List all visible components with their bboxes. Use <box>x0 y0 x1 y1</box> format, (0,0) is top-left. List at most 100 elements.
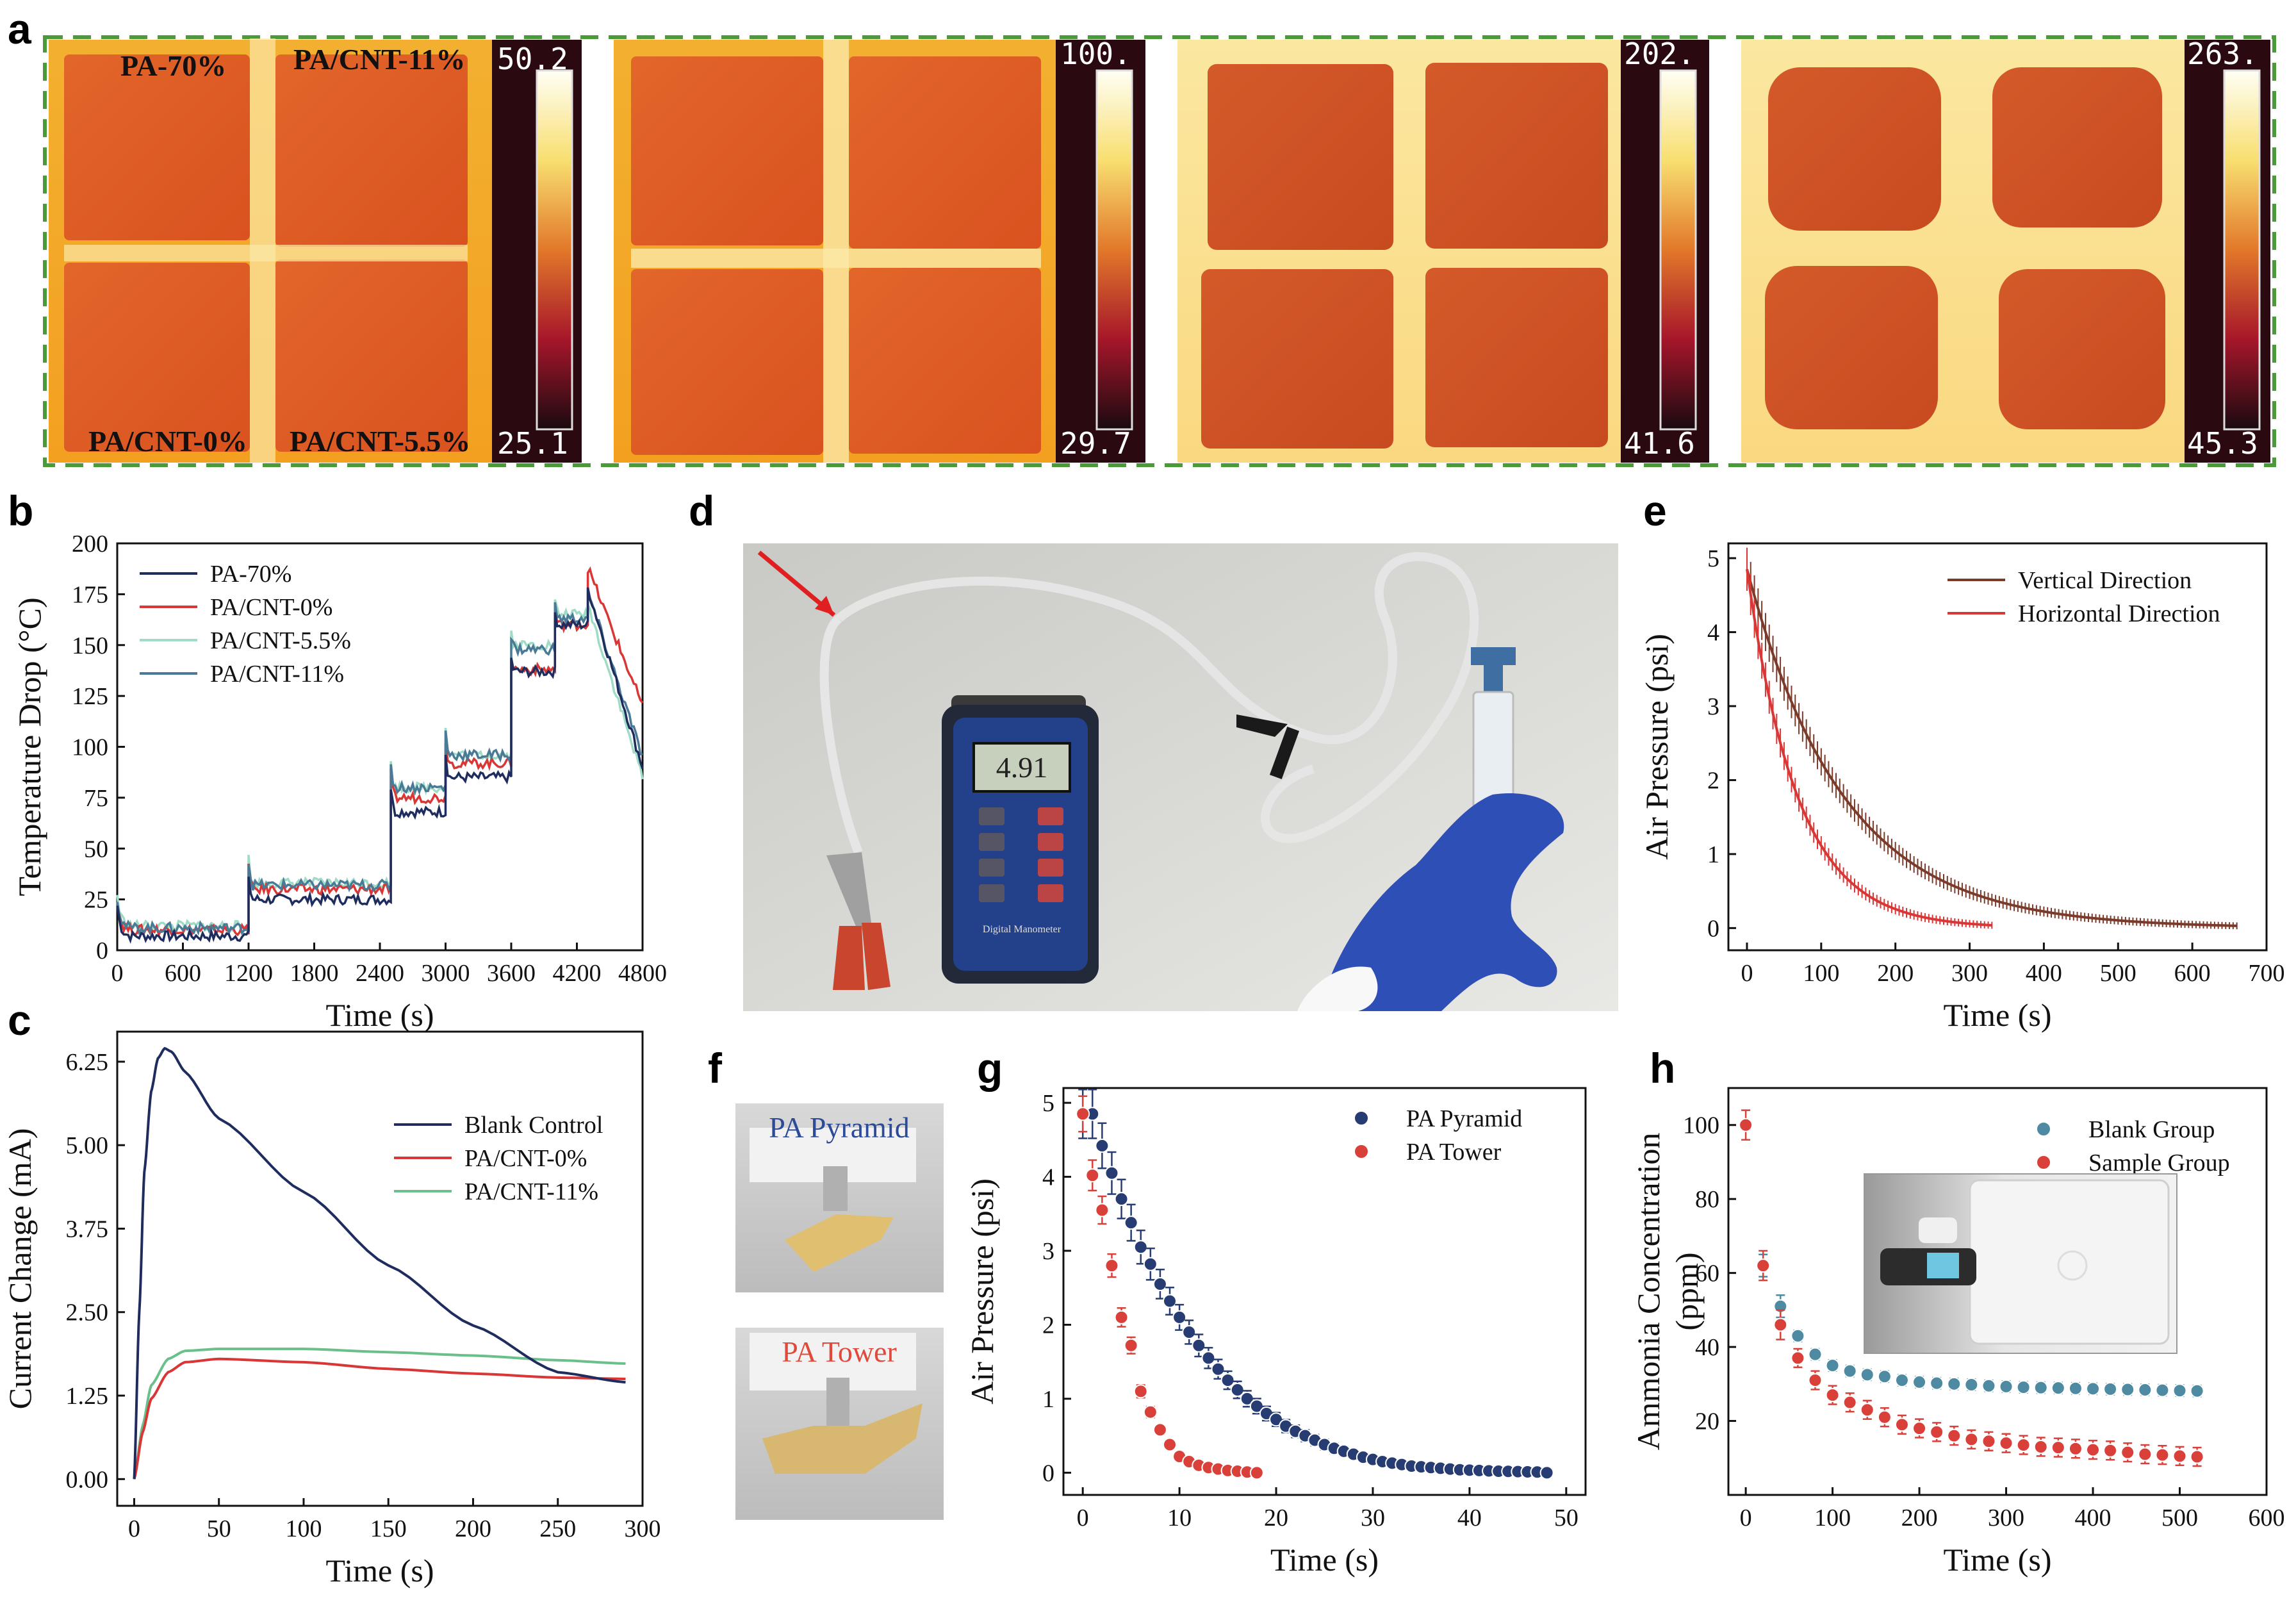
x-tick-label: 200 <box>1877 960 1914 987</box>
y-tick-label: 0 <box>1042 1460 1054 1487</box>
series-line <box>1746 568 2237 927</box>
legend-label: PA Tower <box>1406 1139 1502 1166</box>
data-point <box>2068 1441 2083 1456</box>
y-tick-label: 100 <box>1683 1112 1719 1139</box>
sample-square <box>1201 269 1393 449</box>
chart-ammonia-concentration: 0 100 200 300 400 500 600 20 40 60 80 100 Time (s) Am… <box>1630 1087 2285 1578</box>
colorbar-max: 263. <box>2187 37 2258 71</box>
sample-square <box>1992 67 2162 227</box>
x-tick-label: 2400 <box>356 960 404 987</box>
data-point <box>1947 1376 1962 1391</box>
y-tick-label: 2 <box>1707 767 1719 794</box>
label-pa-pyramid: PA Pyramid <box>769 1111 909 1144</box>
y-axis-label: Air Pressure (psi) <box>964 1178 1000 1405</box>
x-tick-label: 150 <box>370 1515 407 1542</box>
y-tick-label: 1 <box>1042 1386 1054 1413</box>
data-point <box>1133 1384 1148 1399</box>
x-tick-label: 100 <box>1803 960 1839 987</box>
data-point <box>1947 1428 1962 1443</box>
data-point <box>1182 1325 1197 1339</box>
sample-square <box>1425 63 1608 249</box>
y-tick-label: 4 <box>1042 1164 1054 1191</box>
data-point <box>1172 1310 1187 1324</box>
data-point <box>1791 1351 1805 1365</box>
chart-air-pressure-structure: 0 10 20 30 40 50 0 1 2 3 4 5 Time (s) Air Pressure (p… <box>964 1087 1587 1578</box>
panel-label-e: e <box>1643 487 1667 534</box>
colorbar-max: 50.2 <box>497 42 568 76</box>
label-pa-tower: PA Tower <box>782 1335 897 1368</box>
sample-square <box>64 54 250 240</box>
x-tick-label: 250 <box>539 1515 576 1542</box>
dashed-frame <box>43 35 2276 467</box>
data-point <box>1825 1388 1840 1403</box>
sample-piece <box>785 1214 894 1272</box>
data-point <box>1860 1367 1874 1382</box>
panel-d-photo: 4.91 Digital Manometer <box>743 543 1618 1011</box>
data-point <box>1964 1432 1979 1447</box>
y-tick-label: 0 <box>1707 915 1719 942</box>
data-point <box>1930 1424 1944 1439</box>
y-tick-label: 75 <box>84 785 108 812</box>
data-point <box>1981 1434 1996 1449</box>
x-tick-label: 500 <box>2100 960 2136 987</box>
colorbar-min: 41.6 <box>1624 426 1695 461</box>
y-tick-label: 80 <box>1695 1186 1719 1213</box>
data-point <box>1152 1276 1167 1291</box>
sample-square <box>849 56 1041 249</box>
x-tick-label: 300 <box>1988 1505 2024 1531</box>
data-point <box>2120 1445 2135 1460</box>
data-point <box>1076 1107 1090 1121</box>
data-point <box>2120 1382 2135 1397</box>
x-tick-label: 400 <box>2026 960 2062 987</box>
data-point <box>1124 1216 1138 1230</box>
data-point <box>1114 1310 1129 1324</box>
x-tick-label: 100 <box>1814 1505 1851 1531</box>
x-tick-label: 400 <box>2075 1505 2112 1531</box>
colorbar-min: 25.1 <box>497 426 568 461</box>
panel-label-b: b <box>8 487 33 534</box>
thermal-image-2: 100. 29.7 <box>614 37 1145 463</box>
data-point <box>1877 1410 1892 1424</box>
data-point <box>2033 1439 2048 1454</box>
arrow-head-icon <box>815 596 834 615</box>
y-tick-label: 200 <box>72 531 108 557</box>
digital-manometer: 4.91 Digital Manometer <box>942 695 1099 984</box>
x-tick-label: 300 <box>1951 960 1988 987</box>
x-tick-label: 0 <box>1740 1505 1752 1531</box>
data-point <box>2068 1381 2083 1396</box>
sample-piece <box>762 1403 922 1474</box>
legend-label: Vertical Direction <box>2018 567 2192 594</box>
data-point <box>2155 1383 2170 1398</box>
series-line <box>1746 569 1992 927</box>
x-tick-label: 600 <box>165 960 201 987</box>
legend-label: PA-70% <box>210 561 291 588</box>
chart-air-pressure-direction: 0 100 200 300 400 500 600 700 0 1 2 3 4 5 Time (s) Air … <box>1639 542 2285 1033</box>
y-tick-label: 1.25 <box>66 1383 109 1410</box>
panel-f: PA Pyramid PA Tower <box>735 1103 944 1520</box>
data-point <box>1104 1166 1119 1180</box>
data-point <box>1964 1377 1979 1392</box>
y-tick-label: 0.00 <box>66 1466 109 1493</box>
data-point <box>1999 1436 2013 1451</box>
legend-label: Blank Control <box>464 1112 603 1139</box>
x-tick-label: 700 <box>2249 960 2285 987</box>
thermal-image-3: 202. 41.6 <box>1177 37 1709 463</box>
data-point <box>2033 1380 2048 1395</box>
data-point <box>2103 1443 2118 1458</box>
x-tick-label: 600 <box>2174 960 2211 987</box>
x-tick-label: 300 <box>625 1515 661 1542</box>
x-tick-label: 4800 <box>618 960 667 987</box>
x-tick-label: 3000 <box>422 960 470 987</box>
data-point <box>2016 1438 2031 1453</box>
plot-frame <box>1727 542 2268 952</box>
sample-square <box>275 54 468 247</box>
y-tick-label: 20 <box>1695 1408 1719 1435</box>
y-tick-label: 25 <box>84 887 108 914</box>
data-point <box>1192 1338 1206 1353</box>
colorbar <box>2223 69 2261 431</box>
data-point <box>1143 1405 1158 1419</box>
plot-frame <box>116 1030 644 1507</box>
x-axis-label: Time (s) <box>1943 997 2051 1033</box>
data-point <box>1104 1258 1119 1273</box>
panel-a: 50.2 25.1 PA-70% PA/CNT-11% PA/CNT-0% PA… <box>43 35 2276 467</box>
